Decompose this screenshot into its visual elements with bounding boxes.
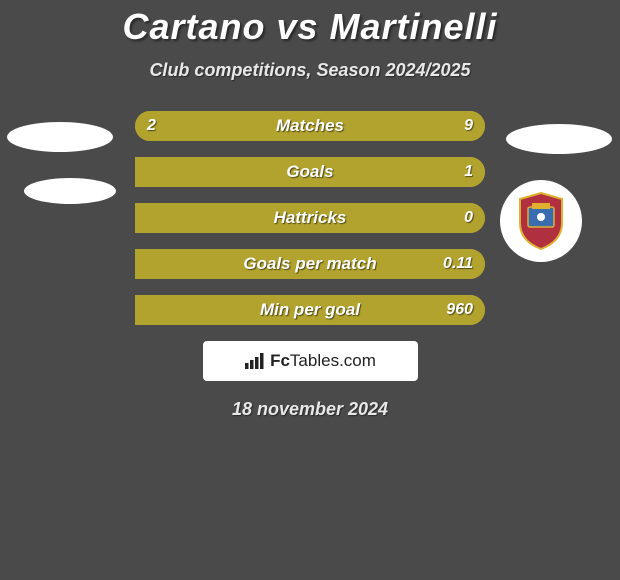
stats-comparison-card: Cartano vs Martinelli Club competitions,… <box>0 0 620 580</box>
bar-chart-icon <box>244 352 266 370</box>
stat-value-left: 2 <box>147 111 156 141</box>
stat-row: Goals1 <box>135 157 485 187</box>
date-label: 18 november 2024 <box>0 399 620 420</box>
stat-label: Min per goal <box>135 295 485 325</box>
stat-label: Hattricks <box>135 203 485 233</box>
stat-row: Matches2 9 <box>135 111 485 141</box>
logo-part-a: Fc <box>270 351 290 370</box>
logo-part-c: .com <box>339 351 376 370</box>
club-crest-icon <box>516 191 566 251</box>
stat-value-right: 960 <box>446 295 473 325</box>
stat-label: Matches <box>135 111 485 141</box>
stat-value-right: 1 <box>464 157 473 187</box>
player-right-avatar-1 <box>506 124 612 154</box>
logo-text: FcTables.com <box>270 351 376 371</box>
logo-part-b: Tables <box>290 351 339 370</box>
stat-value-right: 0 <box>464 203 473 233</box>
player-left-avatar-2 <box>24 178 116 204</box>
stat-row: Goals per match0.11 <box>135 249 485 279</box>
page-title: Cartano vs Martinelli <box>0 0 620 48</box>
player-right-crest <box>500 180 582 262</box>
subtitle: Club competitions, Season 2024/2025 <box>0 60 620 81</box>
stat-label: Goals <box>135 157 485 187</box>
player-left-avatar-1 <box>7 122 113 152</box>
stat-row: Min per goal960 <box>135 295 485 325</box>
stat-value-right: 0.11 <box>443 249 473 279</box>
stat-value-right: 9 <box>464 111 473 141</box>
stat-row: Hattricks0 <box>135 203 485 233</box>
fctables-logo: FcTables.com <box>203 341 418 381</box>
stat-label: Goals per match <box>135 249 485 279</box>
